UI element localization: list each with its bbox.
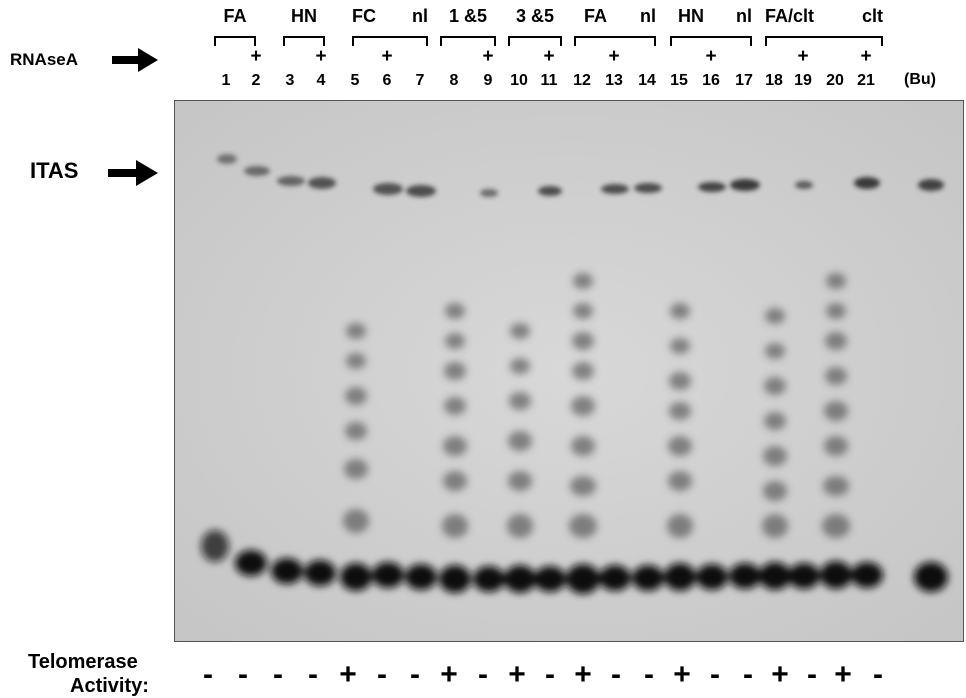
gel-image (174, 100, 964, 642)
group-bracket (765, 36, 883, 46)
group-name: nl (412, 6, 428, 26)
group-name: HN (678, 6, 704, 26)
group-name: FA (223, 6, 247, 26)
group-bracket (214, 36, 256, 46)
lane-number: 10 (510, 72, 528, 89)
lane-number: 6 (382, 72, 392, 89)
lane-number: 7 (415, 72, 425, 89)
group-name: FC (352, 6, 376, 26)
activity-mark: - (807, 658, 817, 691)
gel-bands (175, 101, 963, 641)
rnase-plus-mark: + (705, 46, 717, 67)
lane-number: 14 (638, 72, 656, 89)
lane-number: 8 (449, 72, 459, 89)
rnase-plus-mark: + (797, 46, 809, 67)
lane-number: 15 (670, 72, 688, 89)
group-name: 1 &5 (448, 6, 488, 26)
lane-number: 5 (350, 72, 360, 89)
group-name: nl (640, 6, 656, 26)
activity-mark: - (410, 658, 420, 691)
group-name: FA (584, 6, 608, 26)
rnase-plus-mark: + (608, 46, 620, 67)
group-bracket (440, 36, 496, 46)
group-name: 3 &5 (515, 6, 555, 26)
activity-mark: + (673, 658, 691, 691)
lane-number: 18 (765, 72, 783, 89)
lane-number: 2 (251, 72, 261, 89)
rnase-label: RNAseA (10, 50, 79, 69)
group-header-3: FC nl (352, 6, 428, 46)
activity-mark: - (545, 658, 555, 691)
activity-mark: - (743, 658, 753, 691)
lane-number: 16 (702, 72, 720, 89)
group-header-4: 1 &5 (440, 6, 496, 46)
activity-mark: - (710, 658, 720, 691)
group-header-8: FA/clt clt (765, 6, 883, 46)
group-bracket (574, 36, 656, 46)
group-bracket (670, 36, 752, 46)
group-bracket (283, 36, 325, 46)
rnase-arrow-icon (112, 48, 158, 72)
lane-number: 19 (794, 72, 812, 89)
activity-mark: - (478, 658, 488, 691)
activity-label: Activity: (70, 675, 149, 697)
lane-number: 17 (735, 72, 753, 89)
group-header-6: FA nl (574, 6, 656, 46)
rnase-plus-mark: + (860, 46, 872, 67)
lane-number: 13 (605, 72, 623, 89)
activity-mark: - (873, 658, 883, 691)
lane-number: 4 (316, 72, 326, 89)
itas-arrow-icon (108, 160, 158, 186)
telomerase-label: Telomerase (28, 651, 138, 673)
activity-mark: + (834, 658, 852, 691)
group-name: clt (861, 6, 883, 26)
activity-mark: - (308, 658, 318, 691)
rnase-plus-mark: + (315, 46, 327, 67)
lane-number: 9 (483, 72, 493, 89)
group-name: HN (291, 6, 317, 26)
group-name: FA/clt (765, 6, 815, 26)
activity-mark: - (611, 658, 621, 691)
group-header-1: FA (214, 6, 256, 46)
group-header-5: 3 &5 (508, 6, 562, 46)
activity-mark: - (377, 658, 387, 691)
activity-mark: - (644, 658, 654, 691)
lane-number: 21 (857, 72, 875, 89)
lane-number: 11 (540, 72, 558, 89)
rnase-plus-mark: + (381, 46, 393, 67)
group-name: nl (736, 6, 752, 26)
activity-mark: - (273, 658, 283, 691)
rnase-plus-mark: + (482, 46, 494, 67)
lane-number: 20 (826, 72, 844, 89)
activity-mark: + (339, 658, 357, 691)
itas-label: ITAS (30, 158, 79, 183)
lane-number: 1 (221, 72, 231, 89)
group-bracket (508, 36, 562, 46)
bu-label: (Bu) (904, 71, 936, 88)
activity-mark: + (574, 658, 592, 691)
lane-number: 3 (285, 72, 295, 89)
lane-number: 12 (573, 72, 591, 89)
activity-mark: - (238, 658, 248, 691)
group-bracket (352, 36, 428, 46)
activity-mark: + (771, 658, 789, 691)
activity-mark: - (203, 658, 213, 691)
rnase-plus-mark: + (543, 46, 555, 67)
rnase-plus-mark: + (250, 46, 262, 67)
activity-mark: + (508, 658, 526, 691)
group-header-7: HN nl (670, 6, 752, 46)
activity-mark: + (440, 658, 458, 691)
group-header-2: HN (283, 6, 325, 46)
